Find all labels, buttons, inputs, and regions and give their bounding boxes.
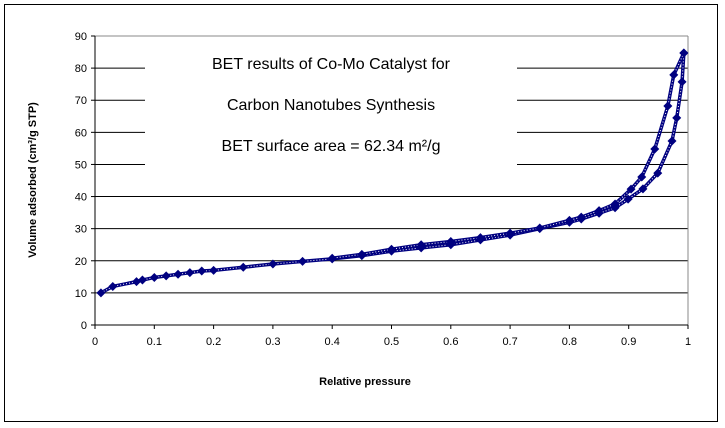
data-point [173,269,183,279]
axes [91,35,689,329]
x-tick-label: 0.7 [502,336,517,348]
annotation-box [145,40,517,178]
x-tick-label: 0.2 [206,336,221,348]
data-point [357,249,367,259]
series-group [96,48,689,298]
data-point [564,215,574,225]
x-tick-label: 0.1 [147,336,162,348]
data-point [108,281,118,291]
x-tick-label: 1 [685,336,691,348]
data-point [416,240,426,250]
data-point [637,172,647,182]
y-axis-label: Volume adsorbed (cm³/g STP) [27,102,39,258]
y-tick-label: 50 [75,159,87,171]
data-point [197,266,207,276]
data-point [650,144,660,154]
data-point [535,223,545,233]
data-point [594,206,604,216]
y-tick-label: 90 [75,31,87,43]
data-point [446,237,456,247]
annotation-line-3: BET surface area = 62.34 m²/g [222,138,441,155]
x-tick-label: 0 [92,336,98,348]
series-line-highlight [332,52,685,259]
data-point [576,212,586,222]
data-point [298,256,308,266]
x-tick-label: 0.4 [325,336,340,348]
data-point [327,253,337,263]
data-point [653,168,663,178]
data-point [238,262,248,272]
y-tick-label: 20 [75,256,87,268]
data-point [161,271,171,281]
tick-labels: 0 10 20 30 40 50 60 70 80 90 0 0.1 0.2 0.3 0.4 0.5 0.6 0.… [75,31,691,348]
series-desorption [327,48,689,263]
x-tick-label: 0.6 [443,336,458,348]
y-tick-label: 0 [81,320,87,332]
data-point [96,288,106,298]
data-point [623,194,633,204]
data-point [610,199,620,209]
data-point [663,101,673,111]
data-point [149,272,159,282]
series-adsorption [96,48,689,298]
annotation-line-1: BET results of Co-Mo Catalyst for [212,56,451,73]
y-tick-label: 30 [75,224,87,236]
y-tick-label: 80 [75,63,87,75]
data-point [626,184,636,194]
y-tick-label: 70 [75,95,87,107]
data-point [638,184,648,194]
data-point [667,136,677,146]
data-point [137,275,147,285]
x-axis-label: Relative pressure [319,376,411,388]
y-tick-label: 10 [75,288,87,300]
data-point [672,113,682,123]
data-point [268,259,278,269]
x-tick-label: 0.5 [384,336,399,348]
data-point [387,244,396,254]
data-point [669,70,679,80]
data-point [505,228,515,238]
y-tick-label: 60 [75,127,87,139]
chart-frame [4,4,718,422]
data-point [475,233,485,243]
annotation-line-2: Carbon Nanotubes Synthesis [227,97,435,114]
y-tick-label: 40 [75,192,87,204]
data-point [677,77,687,87]
data-point [209,265,219,275]
x-tick-label: 0.8 [562,336,577,348]
data-point [679,48,689,58]
data-point [185,268,195,278]
x-tick-label: 0.3 [265,336,280,348]
x-tick-label: 0.9 [621,336,636,348]
